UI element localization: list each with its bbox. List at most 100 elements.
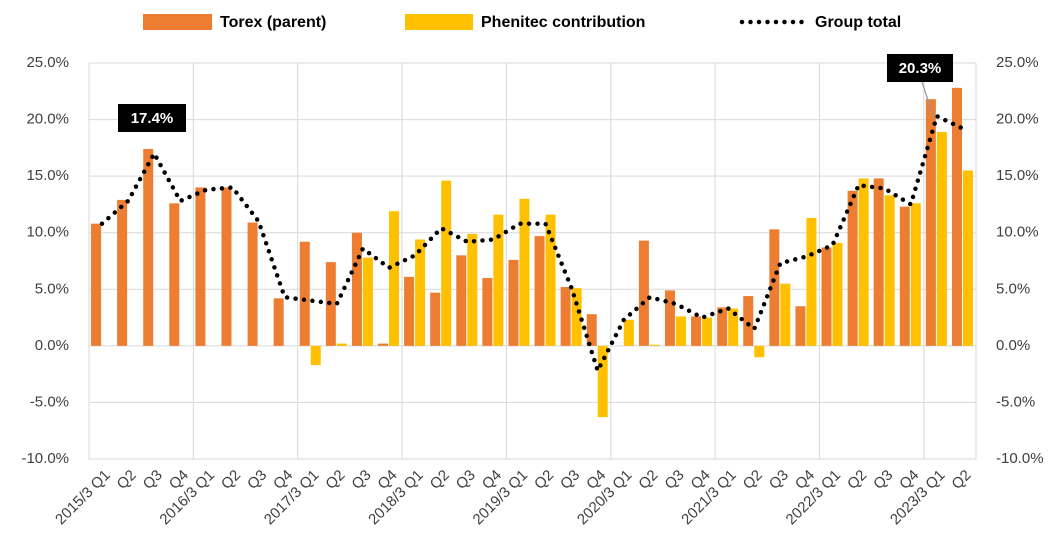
legend-swatch: [405, 14, 473, 30]
bar: [769, 229, 780, 346]
y-tick-label: 20.0%: [26, 111, 69, 128]
y-tick-label: 15.0%: [26, 167, 69, 184]
bar: [623, 319, 634, 346]
bar: [728, 308, 739, 346]
y2-tick-label: 25.0%: [996, 54, 1039, 71]
bar: [389, 211, 400, 346]
bar: [519, 198, 530, 346]
bar: [336, 343, 347, 346]
bar: [273, 298, 284, 346]
x-tick-label: Q3: [244, 467, 270, 493]
x-tick-label: Q2: [844, 467, 870, 493]
line: [99, 113, 966, 377]
bar: [675, 316, 686, 346]
marks: [91, 87, 973, 418]
x-tick-label: Q3: [766, 467, 792, 493]
bar: [873, 178, 884, 346]
bar: [441, 180, 452, 346]
bar: [467, 233, 478, 346]
y-tick-label: 5.0%: [35, 280, 69, 297]
bar: [169, 203, 180, 346]
leader-line: [921, 81, 935, 119]
x-tick-label: Q3: [140, 467, 166, 493]
bar: [378, 343, 389, 346]
x-tick-label: Q2: [740, 467, 766, 493]
bar: [534, 236, 545, 346]
bar: [221, 187, 232, 346]
bar: [482, 277, 493, 346]
bar: [117, 199, 128, 346]
legend-label: Group total: [815, 14, 901, 31]
bar: [299, 241, 310, 346]
bar: [925, 99, 936, 346]
bar: [832, 242, 843, 346]
x-tick-label: Q2: [427, 467, 453, 493]
bar: [951, 87, 962, 346]
bar: [351, 232, 362, 346]
bar: [858, 178, 869, 346]
y2-tick-label: 5.0%: [996, 280, 1030, 297]
bar: [638, 240, 649, 346]
bar: [847, 190, 858, 346]
bar: [821, 247, 832, 346]
x-tick-label: Q3: [557, 467, 583, 493]
y2-tick-label: -5.0%: [996, 393, 1035, 410]
bar: [702, 317, 713, 346]
bar: [310, 345, 321, 366]
legend-swatch: [143, 14, 212, 30]
bar: [962, 170, 973, 346]
x-tick-label: Q2: [948, 467, 974, 493]
x-tick-label: Q2: [322, 467, 348, 493]
legend-label: Torex (parent): [220, 14, 326, 31]
bar: [717, 307, 728, 346]
bar: [143, 148, 154, 346]
annotation-box: [887, 54, 953, 82]
bar: [754, 345, 765, 358]
bar: [362, 257, 373, 346]
bar: [899, 206, 910, 346]
y-tick-label: 25.0%: [26, 54, 69, 71]
y2-tick-label: 10.0%: [996, 224, 1039, 241]
x-tick-label: Q2: [635, 467, 661, 493]
bar: [545, 214, 556, 346]
bar: [404, 276, 415, 346]
bar: [806, 218, 817, 346]
bar: [456, 255, 467, 346]
grid: [88, 62, 977, 460]
annotations: 17.4% 20.3%: [118, 54, 953, 132]
bar: [664, 290, 675, 346]
x-tick-label: Q2: [218, 467, 244, 493]
y2-tick-label: 0.0%: [996, 337, 1030, 354]
bar: [415, 239, 426, 346]
x-tick-label: Q3: [870, 467, 896, 493]
bar: [508, 259, 519, 346]
y-tick-label: 10.0%: [26, 224, 69, 241]
y-tick-label: -10.0%: [21, 450, 69, 467]
y2-tick-label: -10.0%: [996, 450, 1044, 467]
bar: [586, 314, 597, 346]
bar: [884, 195, 895, 346]
bar: [430, 292, 441, 346]
bar: [560, 287, 571, 346]
y2-tick-label: 15.0%: [996, 167, 1039, 184]
x-tick-label: Q3: [453, 467, 479, 493]
annotation-box: [118, 104, 186, 132]
bar: [571, 288, 582, 346]
bar: [691, 316, 702, 346]
y-tick-label: 0.0%: [35, 337, 69, 354]
x-tick-label: Q3: [661, 467, 687, 493]
bar: [195, 187, 206, 346]
bar: [936, 132, 947, 346]
legend-label: Phenitec contribution: [481, 14, 645, 31]
x-tick-label: Q3: [348, 467, 374, 493]
bar: [597, 345, 608, 418]
annotation: 17.4%: [131, 110, 174, 127]
annotation: 20.3%: [899, 60, 942, 77]
bar: [649, 344, 660, 346]
y-tick-label: -5.0%: [30, 393, 69, 410]
x-tick-label: Q2: [114, 467, 140, 493]
bar: [795, 306, 806, 346]
bar: [91, 223, 102, 346]
bar: [910, 203, 921, 346]
